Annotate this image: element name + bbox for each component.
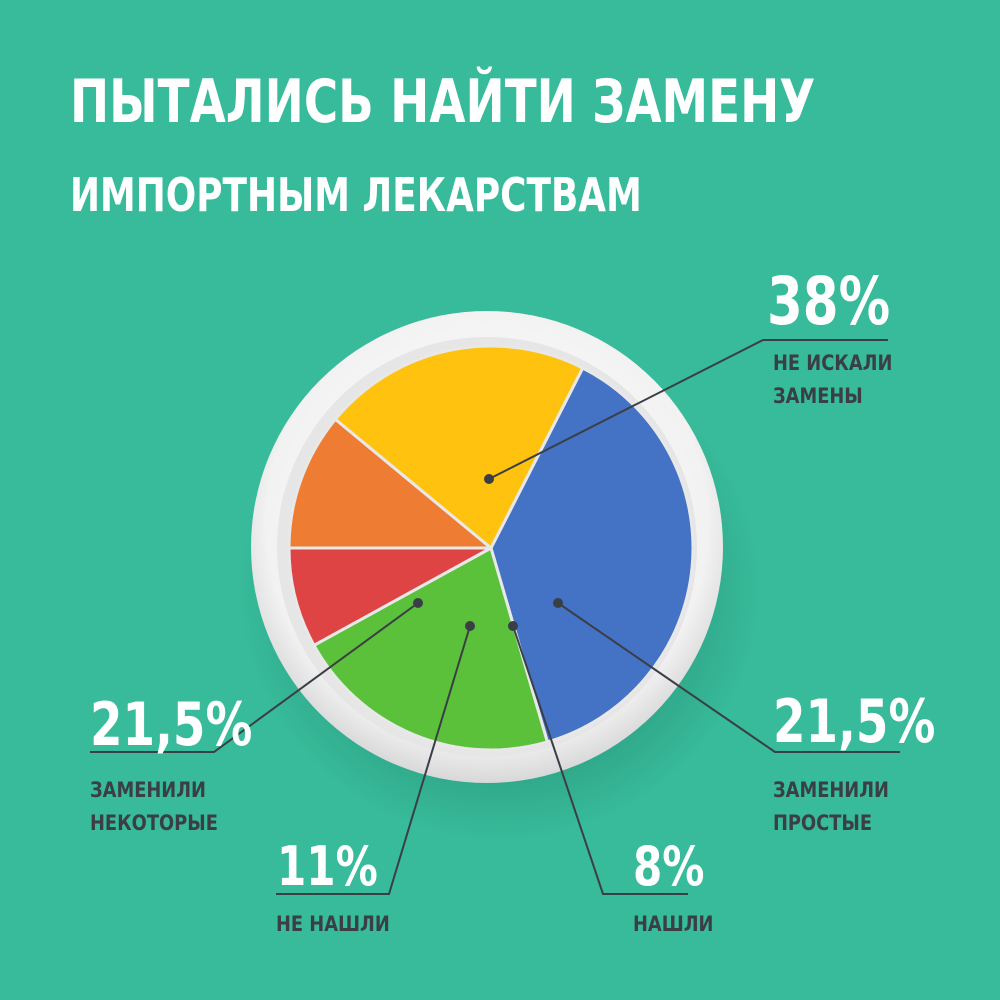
percent-label-ne-iskali: 38% (767, 263, 890, 340)
category-label-ne-iskali-line-2: ЗАМЕНЫ (773, 384, 863, 409)
leader-line-ne-iskali (488, 339, 888, 480)
percent-label-ne-nashli: 11% (277, 836, 378, 898)
pie-slice-zamenili-prostye (312, 546, 549, 752)
leader-dot-ne-iskali (484, 474, 494, 484)
title-line-1: ПЫТАЛИСЬ НАЙТИ ЗАМЕНУ (70, 67, 816, 137)
category-label-zamenili-nekotorye-line-1: ЗАМЕНИЛИ (90, 778, 206, 803)
pie-slice-ne-nashli (287, 417, 493, 550)
percent-label-zamenili-nekotorye: 21,5% (90, 689, 252, 759)
leader-dot-zamenili-prostye (553, 598, 563, 608)
category-label-ne-nashli-line-1: НЕ НАШЛИ (276, 912, 390, 937)
leader-dot-nashli (508, 621, 518, 631)
percent-label-zamenili-prostye: 21,5% (773, 686, 935, 756)
category-label-zamenili-prostye-line-1: ЗАМЕНИЛИ (773, 778, 889, 803)
category-label-nashli-line-1: НАШЛИ (633, 912, 714, 937)
percent-label-nashli: 8% (633, 836, 704, 898)
leader-dot-ne-nashli (465, 621, 475, 631)
pie-slice-zamenili-nekotorye (333, 344, 585, 550)
category-label-zamenili-nekotorye-line-2: НЕКОТОРЫЕ (90, 811, 218, 836)
category-label-ne-iskali-line-1: НЕ ИСКАЛИ (773, 351, 892, 376)
category-label-zamenili-prostye-line-2: ПРОСТЫЕ (773, 811, 872, 836)
pie-slice-nashli (287, 546, 493, 647)
leader-dot-zamenili-nekotorye (413, 598, 423, 608)
leader-line-zamenili-nekotorye (90, 602, 419, 753)
leader-line-nashli (512, 625, 688, 895)
leader-line-ne-nashli (276, 625, 471, 895)
leader-line-zamenili-prostye (557, 602, 900, 753)
title-line-2: ИМПОРТНЫМ ЛЕКАРСТВАМ (70, 168, 642, 222)
